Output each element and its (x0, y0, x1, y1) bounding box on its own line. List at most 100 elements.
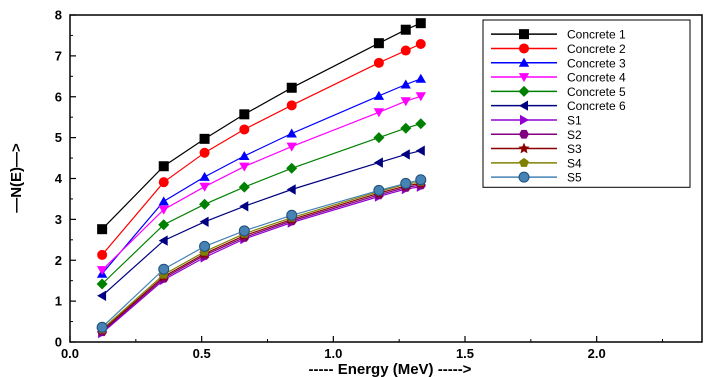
data-point (400, 79, 411, 89)
legend-label: Concrete 1 (567, 28, 626, 42)
y-tick-label: 3 (55, 212, 62, 227)
data-point (239, 109, 250, 120)
series-layer (96, 18, 427, 339)
legend-item: Concrete 3 (491, 56, 626, 70)
data-point (400, 45, 411, 56)
legend-item: S3 (491, 142, 582, 156)
data-point (199, 133, 210, 144)
legend-item: Concrete 6 (491, 99, 626, 113)
y-tick-label: 4 (55, 171, 63, 186)
series-line (101, 186, 421, 334)
series-line (101, 78, 422, 275)
y-axis-title: —N(E)—> (8, 143, 25, 213)
data-point (158, 161, 169, 172)
y-tick-label: 8 (55, 8, 62, 23)
legend-marker (519, 43, 529, 54)
legend-label: Concrete 6 (567, 99, 626, 113)
legend-marker (518, 142, 530, 154)
series-line (101, 182, 421, 332)
y-axis: 0 1 2 3 4 5 6 7 8 (55, 8, 76, 350)
legend-marker (518, 85, 530, 97)
data-point (373, 132, 385, 144)
legend-marker (518, 73, 530, 83)
data-point (158, 196, 169, 206)
series-concrete-1 (97, 18, 426, 235)
data-point (373, 157, 383, 168)
series-line (101, 123, 421, 285)
data-point (415, 73, 426, 83)
data-point (238, 181, 250, 193)
x-tick-label: 1.5 (456, 346, 474, 361)
data-point (158, 263, 170, 275)
data-point (97, 224, 108, 235)
x-tick-label: 1.0 (324, 346, 342, 361)
legend-label: S1 (567, 113, 582, 127)
x-tick-label: 0.5 (193, 346, 211, 361)
series-concrete-2 (97, 39, 426, 260)
data-point (239, 124, 250, 135)
data-point (373, 184, 385, 196)
x-axis: 0.0 0.5 1.0 1.5 2.0 (61, 336, 663, 361)
y-tick-label: 2 (55, 253, 62, 268)
data-point (239, 151, 250, 160)
series-s2 (97, 180, 426, 337)
series-line (101, 181, 421, 330)
legend-item: Concrete 4 (491, 71, 626, 85)
legend-marker (518, 171, 530, 183)
legend-item: S5 (491, 171, 582, 185)
data-point (158, 235, 168, 246)
data-point (286, 142, 297, 152)
series-s5 (96, 174, 427, 333)
data-point (158, 219, 170, 231)
data-point (373, 108, 385, 118)
legend-label: S5 (567, 171, 582, 185)
x-tick-label: 2.0 (588, 346, 606, 361)
y-tick-label: 7 (55, 48, 62, 63)
data-point (96, 278, 108, 290)
series-line (101, 95, 421, 271)
legend-item: S2 (491, 128, 582, 142)
data-point (415, 18, 426, 29)
y-tick-label: 6 (55, 89, 62, 104)
legend-marker (519, 100, 528, 111)
data-point (239, 162, 250, 172)
data-point (415, 118, 427, 130)
legend-item: S1 (491, 113, 582, 127)
data-point (199, 198, 211, 210)
legend-label: Concrete 2 (567, 42, 626, 56)
series-line (101, 184, 421, 333)
data-point (286, 162, 298, 174)
data-point (373, 57, 384, 68)
data-point (199, 171, 210, 181)
data-point (199, 216, 209, 227)
x-axis-title: ----- Energy (MeV) -----> (309, 361, 472, 377)
data-point (415, 145, 425, 156)
legend-label: Concrete 5 (567, 85, 626, 99)
legend-marker (520, 114, 529, 126)
legend-item: Concrete 5 (491, 85, 626, 99)
data-point (373, 38, 384, 49)
data-point (286, 209, 298, 221)
legend-item: Concrete 1 (491, 28, 626, 42)
data-point (158, 205, 169, 215)
legend-label: S2 (567, 128, 582, 142)
series-line (101, 150, 421, 297)
legend-label: S4 (567, 156, 582, 170)
data-point (97, 249, 108, 260)
data-point (415, 92, 426, 102)
data-point (400, 97, 411, 107)
legend-item: S4 (491, 156, 582, 170)
data-point (286, 100, 297, 111)
legend-item: Concrete 2 (491, 42, 626, 56)
x-tick-label: 0.0 (61, 346, 79, 361)
data-point (238, 225, 250, 237)
data-point (199, 182, 210, 192)
legend-label: Concrete 4 (567, 71, 626, 85)
series-s1 (98, 181, 426, 339)
series-concrete-6 (97, 145, 425, 301)
data-point (286, 184, 296, 195)
y-tick-label: 5 (55, 130, 62, 145)
legend-label: S3 (567, 142, 582, 156)
